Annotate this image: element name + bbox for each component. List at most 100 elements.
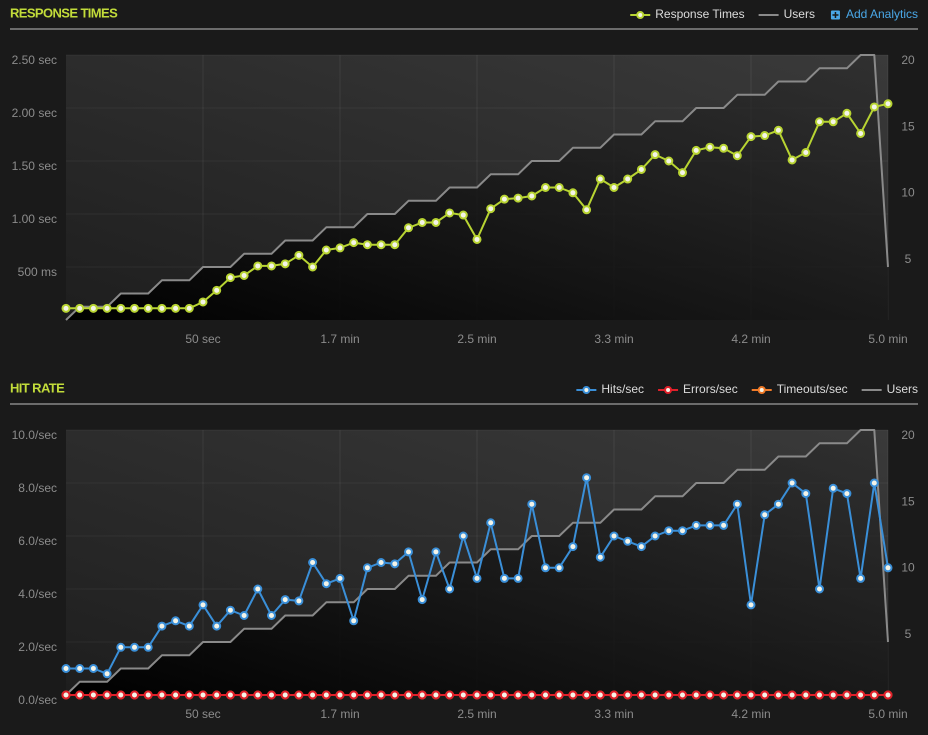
- data-point: [568, 188, 578, 198]
- data-point: [554, 690, 564, 700]
- y2-tick-label: 20: [901, 53, 915, 67]
- data-point: [61, 303, 71, 313]
- data-point: [883, 690, 893, 700]
- data-point: [75, 303, 85, 313]
- data-point: [486, 518, 496, 528]
- data-point: [678, 168, 687, 178]
- data-point: [815, 117, 824, 127]
- data-point: [253, 584, 263, 594]
- y-tick-label: 10.0/sec: [12, 428, 57, 442]
- data-point: [116, 303, 126, 313]
- data-point: [417, 595, 427, 605]
- data-point: [212, 285, 222, 295]
- data-point: [636, 542, 646, 552]
- legend-marker: [664, 386, 673, 394]
- data-point: [212, 690, 222, 700]
- data-point: [157, 690, 167, 700]
- data-point: [732, 499, 742, 509]
- data-point: [719, 520, 729, 530]
- data-point: [705, 520, 715, 530]
- data-point: [376, 690, 386, 700]
- add-analytics-link[interactable]: Add Analytics: [846, 7, 918, 21]
- data-point: [513, 690, 523, 700]
- data-point: [184, 303, 194, 313]
- data-point: [623, 690, 633, 700]
- data-point: [883, 99, 893, 109]
- data-point: [102, 303, 112, 313]
- data-point: [417, 690, 427, 700]
- data-point: [691, 690, 701, 700]
- data-point: [404, 690, 413, 700]
- x-tick-label: 2.5 min: [457, 332, 496, 346]
- data-point: [705, 690, 715, 700]
- data-point: [280, 690, 290, 700]
- y2-tick-label: 20: [901, 428, 915, 442]
- data-point: [335, 573, 345, 583]
- chart-title: RESPONSE TIMES: [10, 5, 118, 20]
- y2-tick-label: 15: [901, 494, 915, 508]
- data-point: [349, 238, 359, 248]
- data-point: [321, 245, 331, 255]
- data-point: [445, 584, 455, 594]
- data-point: [61, 690, 71, 700]
- data-point: [773, 690, 783, 700]
- data-point: [198, 297, 208, 307]
- data-point: [664, 156, 674, 166]
- y2-tick-label: 15: [901, 119, 915, 133]
- data-point: [294, 596, 304, 606]
- data-point: [88, 664, 98, 673]
- data-point: [623, 174, 633, 184]
- data-point: [732, 690, 742, 700]
- data-point: [349, 690, 359, 700]
- data-point: [691, 145, 701, 155]
- data-point: [376, 558, 386, 567]
- data-point: [458, 531, 468, 541]
- y2-tick-label: 10: [901, 186, 915, 200]
- data-point: [362, 690, 372, 700]
- series-line: [65, 54, 889, 321]
- data-point: [760, 510, 770, 520]
- data-point: [184, 690, 194, 700]
- data-point: [212, 621, 222, 631]
- data-point: [390, 240, 400, 250]
- data-point: [184, 621, 194, 631]
- y-tick-label: 1.00 sec: [12, 212, 57, 226]
- legend-label: Timeouts/sec: [777, 382, 848, 396]
- x-tick-label: 3.3 min: [594, 332, 633, 346]
- data-point: [828, 483, 838, 493]
- data-point: [513, 193, 523, 203]
- x-tick-label: 4.2 min: [731, 332, 770, 346]
- data-point: [869, 102, 879, 112]
- data-point: [691, 520, 701, 530]
- y-tick-label: 2.0/sec: [18, 640, 57, 654]
- legend-label: Hits/sec: [601, 382, 644, 396]
- data-point: [486, 690, 496, 700]
- legend-label: Users: [887, 382, 918, 396]
- data-point: [541, 563, 550, 573]
- data-point: [787, 690, 797, 700]
- data-point: [472, 690, 482, 700]
- data-point: [650, 690, 660, 700]
- data-point: [171, 303, 181, 313]
- x-tick-label: 1.7 min: [320, 707, 359, 721]
- data-point: [856, 690, 866, 700]
- data-point: [664, 690, 674, 700]
- data-point: [595, 174, 605, 184]
- data-point: [664, 526, 674, 536]
- data-point: [431, 547, 441, 557]
- data-point: [198, 600, 208, 610]
- x-tick-label: 5.0 min: [868, 707, 907, 721]
- data-point: [335, 243, 345, 253]
- data-point: [458, 690, 468, 700]
- data-point: [582, 690, 592, 700]
- data-point: [623, 536, 633, 546]
- data-point: [157, 303, 167, 313]
- data-point: [746, 600, 756, 610]
- add-icon-plus[interactable]: [832, 12, 839, 18]
- data-point: [527, 191, 537, 201]
- data-point: [760, 131, 770, 141]
- y-tick-label: 0.0/sec: [18, 693, 57, 707]
- data-point: [376, 240, 386, 250]
